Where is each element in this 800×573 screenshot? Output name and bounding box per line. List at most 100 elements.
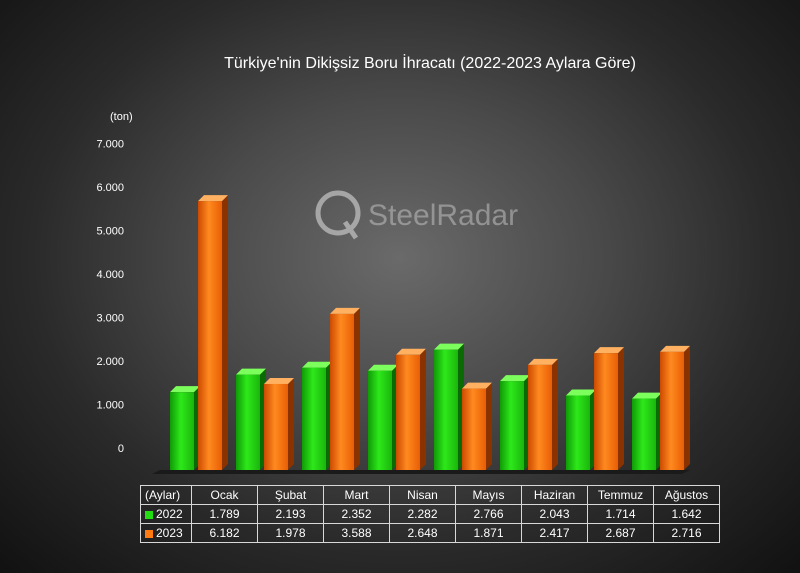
bar-2023-m4 (396, 348, 426, 470)
bar-side (684, 345, 690, 470)
bar-2022-m2 (236, 368, 266, 470)
table-header-row: (Aylar) Ocak Şubat Mart Nisan Mayıs Hazi… (140, 485, 720, 505)
bar-front (170, 392, 194, 470)
month-header-agustos: Ağustos (653, 485, 720, 505)
bar-front (330, 313, 354, 470)
data-table: (Aylar) Ocak Şubat Mart Nisan Mayıs Hazi… (140, 485, 720, 543)
table-cell: 2.417 (521, 523, 588, 543)
table-cell: 1.871 (455, 523, 522, 543)
bar-top (528, 358, 558, 365)
bar-top (236, 368, 266, 375)
bar-2022-m6 (500, 375, 530, 470)
bar-side (288, 377, 294, 470)
chart-title: Türkiye'nin Dikişsiz Boru İhracatı (2022… (224, 53, 636, 72)
watermark-text: SteelRadar (368, 199, 518, 232)
bar-group (170, 195, 690, 470)
bar-front (302, 367, 326, 470)
legend-swatch-2023 (145, 529, 153, 538)
bar-2023-m1 (198, 195, 228, 470)
bar-top (500, 375, 530, 382)
bar-top (396, 348, 426, 355)
bar-2023-m8 (660, 345, 690, 470)
bar-side (354, 307, 360, 470)
bar-side (222, 195, 228, 470)
bar-front (500, 381, 524, 470)
table-cell: 1.642 (653, 504, 720, 524)
bar-front (236, 374, 260, 470)
month-header-mayis: Mayıs (455, 485, 522, 505)
table-cell: 1.714 (587, 504, 654, 524)
bar-front (368, 370, 392, 470)
chart-floor (152, 470, 690, 474)
bar-side (420, 348, 426, 470)
bar-top (594, 347, 624, 354)
table-cell: 6.182 (191, 523, 258, 543)
bar-front (264, 383, 288, 470)
bar-front (632, 398, 656, 470)
month-header-mart: Mart (323, 485, 390, 505)
bar-side (486, 382, 492, 470)
bar-2023-m5 (462, 382, 492, 470)
y-tick-label: 0 (118, 443, 124, 455)
table-cell: 2.648 (389, 523, 456, 543)
month-header-subat: Şubat (257, 485, 324, 505)
bar-2022-m7 (566, 389, 596, 470)
y-tick-label: 1.000 (96, 400, 124, 412)
y-tick-label: 3.000 (96, 313, 124, 325)
table-cell: 2.043 (521, 504, 588, 524)
table-cell: 2.687 (587, 523, 654, 543)
y-tick-label: 4.000 (96, 269, 124, 281)
chart-area: Türkiye'nin Dikişsiz Boru İhracatı (2022… (96, 53, 690, 474)
y-axis-ticks: 0 1.000 2.000 3.000 4.000 5.000 6.000 7.000 (96, 139, 124, 456)
bar-front (660, 351, 684, 470)
bar-top (198, 195, 228, 202)
watermark-logo-tail (342, 220, 359, 240)
bar-top (660, 345, 690, 352)
table-row-2023: 2023 6.182 1.978 3.588 2.648 1.871 2.417… (140, 523, 720, 543)
bar-top (632, 392, 662, 399)
bar-2023-m7 (594, 347, 624, 470)
watermark: SteelRadar (315, 190, 518, 240)
series-label-2022: 2022 (140, 504, 192, 524)
series-label-2023: 2023 (140, 523, 192, 543)
bar-front (566, 395, 590, 470)
y-tick-label: 6.000 (96, 182, 124, 194)
bar-top (330, 307, 360, 314)
bar-2023-m2 (264, 377, 294, 470)
table-cell: 1.789 (191, 504, 258, 524)
table-cell: 1.978 (257, 523, 324, 543)
table-cell: 2.282 (389, 504, 456, 524)
table-cell: 2.766 (455, 504, 522, 524)
bar-front (198, 201, 222, 470)
bar-2023-m6 (528, 358, 558, 470)
bar-front (434, 349, 458, 470)
y-tick-label: 5.000 (96, 226, 124, 238)
table-corner-label: (Aylar) (140, 485, 192, 505)
bar-front (462, 388, 486, 470)
table-cell: 3.588 (323, 523, 390, 543)
y-tick-label: 2.000 (96, 356, 124, 368)
y-tick-label: 7.000 (96, 139, 124, 151)
series-name-2022: 2022 (156, 507, 183, 521)
bar-top (566, 389, 596, 396)
bar-2022-m5 (434, 343, 464, 470)
bar-front (594, 353, 618, 470)
bar-front (528, 364, 552, 470)
bar-side (552, 358, 558, 470)
bar-top (264, 377, 294, 384)
bar-2022-m3 (302, 361, 332, 470)
table-cell: 2.716 (653, 523, 720, 543)
month-header-nisan: Nisan (389, 485, 456, 505)
month-header-ocak: Ocak (191, 485, 258, 505)
table-cell: 2.352 (323, 504, 390, 524)
bar-side (618, 347, 624, 470)
bar-2022-m4 (368, 364, 398, 470)
bar-2023-m3 (330, 307, 360, 470)
bar-top (462, 382, 492, 389)
table-cell: 2.193 (257, 504, 324, 524)
bar-top (368, 364, 398, 371)
bar-top (302, 361, 332, 368)
month-header-temmuz: Temmuz (587, 485, 654, 505)
series-name-2023: 2023 (156, 526, 183, 540)
bar-front (396, 354, 420, 470)
